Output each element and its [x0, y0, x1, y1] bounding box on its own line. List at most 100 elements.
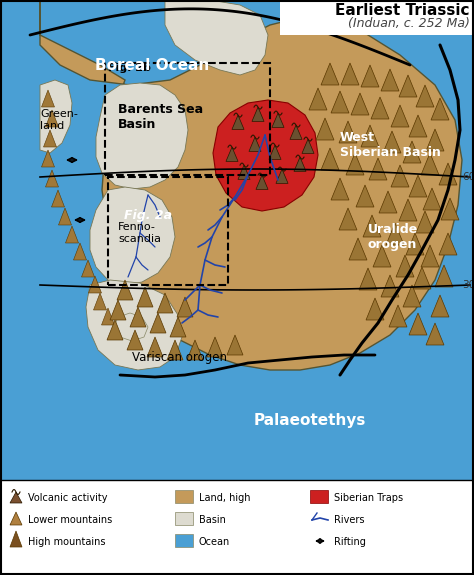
- Polygon shape: [316, 118, 334, 140]
- Polygon shape: [276, 169, 288, 183]
- Text: Ocean: Ocean: [199, 537, 230, 547]
- Polygon shape: [110, 300, 126, 320]
- Polygon shape: [101, 308, 115, 325]
- Polygon shape: [369, 158, 387, 180]
- Polygon shape: [403, 285, 421, 307]
- Polygon shape: [42, 150, 55, 167]
- Polygon shape: [389, 305, 407, 327]
- Polygon shape: [421, 245, 439, 267]
- Polygon shape: [439, 233, 457, 255]
- Text: Siberian Traps: Siberian Traps: [334, 493, 403, 503]
- Polygon shape: [423, 188, 441, 210]
- Text: Volcanic activity: Volcanic activity: [28, 493, 108, 503]
- Text: Land, high: Land, high: [199, 493, 250, 503]
- Polygon shape: [351, 93, 369, 115]
- Polygon shape: [170, 317, 186, 337]
- Polygon shape: [82, 260, 94, 277]
- Polygon shape: [331, 178, 349, 200]
- Polygon shape: [44, 130, 56, 147]
- Polygon shape: [73, 243, 86, 260]
- Polygon shape: [10, 531, 22, 547]
- Polygon shape: [441, 198, 459, 220]
- Polygon shape: [409, 175, 427, 197]
- Text: Barents Sea
Basin: Barents Sea Basin: [118, 103, 203, 131]
- Polygon shape: [256, 175, 268, 189]
- Polygon shape: [409, 313, 427, 335]
- Text: Rivers: Rivers: [334, 515, 365, 525]
- Bar: [0, 0, 474, 480]
- Polygon shape: [381, 275, 399, 297]
- Polygon shape: [96, 83, 188, 189]
- Polygon shape: [421, 153, 439, 175]
- Polygon shape: [366, 298, 384, 320]
- Text: Fig. 2b: Fig. 2b: [108, 63, 151, 73]
- Polygon shape: [65, 226, 79, 243]
- Text: Lower mountains: Lower mountains: [28, 515, 112, 525]
- Polygon shape: [137, 287, 153, 307]
- Polygon shape: [114, 313, 148, 341]
- Polygon shape: [431, 295, 449, 317]
- Text: West
Siberian Basin: West Siberian Basin: [340, 131, 441, 159]
- Polygon shape: [341, 63, 359, 85]
- Polygon shape: [58, 208, 72, 225]
- Polygon shape: [93, 293, 107, 310]
- Text: 60°N: 60°N: [462, 172, 474, 182]
- Bar: [280, 0, 472, 35]
- Polygon shape: [46, 170, 58, 187]
- Polygon shape: [309, 88, 327, 110]
- Text: Fenno-
scandia: Fenno- scandia: [118, 222, 161, 244]
- Polygon shape: [226, 147, 238, 162]
- Polygon shape: [157, 293, 173, 313]
- Text: Palaeotethys: Palaeotethys: [254, 412, 366, 427]
- Polygon shape: [426, 129, 444, 151]
- Polygon shape: [439, 163, 457, 185]
- Bar: [175, 534, 193, 547]
- Polygon shape: [117, 280, 133, 300]
- Polygon shape: [269, 145, 281, 159]
- Polygon shape: [416, 85, 434, 107]
- Text: Uralide
orogen: Uralide orogen: [368, 223, 418, 251]
- Polygon shape: [232, 115, 244, 129]
- Polygon shape: [290, 125, 302, 139]
- Polygon shape: [371, 97, 389, 119]
- Text: Variscan orogen: Variscan orogen: [132, 351, 227, 363]
- Polygon shape: [294, 157, 306, 171]
- Polygon shape: [399, 75, 417, 97]
- Polygon shape: [213, 100, 318, 211]
- Text: Basin: Basin: [199, 515, 226, 525]
- Polygon shape: [391, 165, 409, 187]
- Polygon shape: [227, 335, 243, 355]
- Polygon shape: [46, 110, 58, 127]
- Polygon shape: [361, 125, 379, 147]
- Polygon shape: [373, 245, 391, 267]
- Polygon shape: [431, 98, 449, 120]
- Text: Green-
land: Green- land: [40, 109, 78, 131]
- Polygon shape: [426, 323, 444, 345]
- Polygon shape: [187, 340, 203, 360]
- Text: High mountains: High mountains: [28, 537, 106, 547]
- Polygon shape: [379, 191, 397, 213]
- Polygon shape: [40, 0, 462, 370]
- Polygon shape: [391, 105, 409, 127]
- Polygon shape: [383, 131, 401, 153]
- Polygon shape: [321, 63, 339, 85]
- Polygon shape: [207, 337, 223, 357]
- Polygon shape: [346, 153, 364, 175]
- Text: Fig. 2a: Fig. 2a: [124, 209, 172, 221]
- Bar: [0, 480, 474, 575]
- Polygon shape: [165, 0, 268, 75]
- Polygon shape: [89, 276, 101, 293]
- Polygon shape: [10, 512, 22, 525]
- Polygon shape: [416, 211, 434, 233]
- Polygon shape: [238, 165, 250, 179]
- Polygon shape: [130, 307, 146, 327]
- Polygon shape: [177, 297, 193, 317]
- Bar: [175, 512, 193, 525]
- Polygon shape: [167, 340, 183, 360]
- Text: 30°N: 30°N: [462, 280, 474, 290]
- Polygon shape: [10, 492, 22, 503]
- Polygon shape: [396, 255, 414, 277]
- Polygon shape: [349, 238, 367, 260]
- Bar: [310, 490, 328, 503]
- Text: (Induan, c. 252 Ma): (Induan, c. 252 Ma): [348, 17, 470, 30]
